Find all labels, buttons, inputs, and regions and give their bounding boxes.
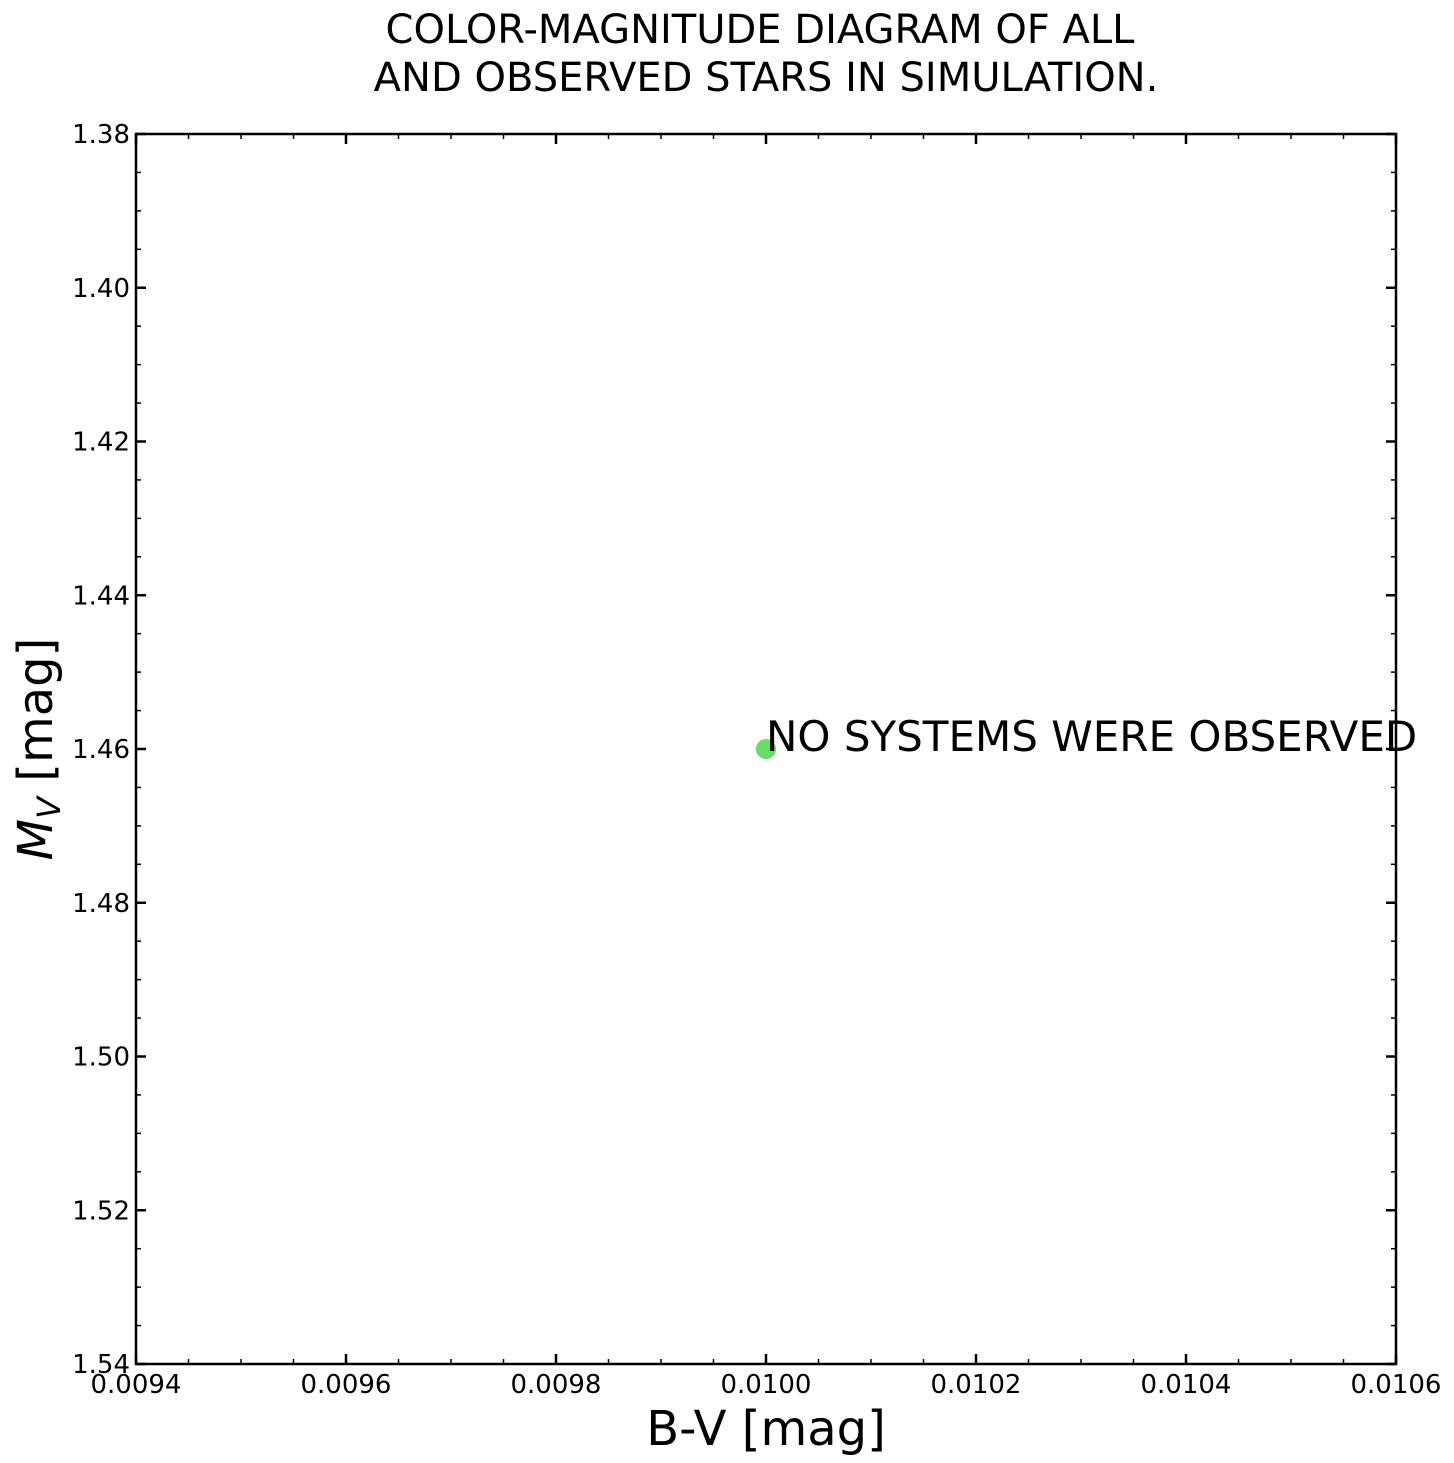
- x-axis-label: B-V [mag]: [646, 1401, 886, 1457]
- y-tick-label: 1.40: [72, 274, 130, 304]
- axis-tick-labels: 0.0094 0.0096 0.0098 0.0100 0.0102 0.0104 0.01…: [72, 120, 1441, 1400]
- y-axis-label: MV [mag]: [8, 638, 68, 861]
- y-axis-label-unit: [mag]: [8, 638, 64, 797]
- y-tick-label: 1.50: [72, 1043, 130, 1073]
- x-tick-label: 0.0100: [721, 1370, 812, 1400]
- no-systems-annotation: NO SYSTEMS WERE OBSERVED: [766, 712, 1417, 761]
- y-tick-label: 1.48: [72, 889, 130, 919]
- y-tick-label: 1.52: [72, 1196, 130, 1226]
- y-axis-label-main: M: [8, 819, 64, 860]
- axis-ticks: [134, 132, 1398, 1366]
- y-tick-label: 1.44: [72, 581, 130, 611]
- data-points: [756, 739, 776, 759]
- x-tick-label: 0.0106: [1351, 1370, 1442, 1400]
- chart-title-line-1: COLOR-MAGNITUDE DIAGRAM OF ALL: [386, 7, 1136, 53]
- y-tick-label: 1.42: [72, 428, 130, 458]
- y-tick-label: 1.54: [72, 1350, 130, 1380]
- x-tick-label: 0.0096: [301, 1370, 392, 1400]
- x-tick-label: 0.0094: [91, 1370, 182, 1400]
- y-axis-label-sub: V: [30, 795, 68, 819]
- y-tick-label: 1.38: [72, 120, 130, 150]
- y-tick-label: 1.46: [72, 735, 130, 765]
- data-point: [756, 739, 776, 759]
- x-tick-label: 0.0102: [931, 1370, 1022, 1400]
- x-tick-label: 0.0098: [511, 1370, 602, 1400]
- chart-title-line-2: AND OBSERVED STARS IN SIMULATION.: [374, 55, 1159, 101]
- x-tick-label: 0.0104: [1141, 1370, 1232, 1400]
